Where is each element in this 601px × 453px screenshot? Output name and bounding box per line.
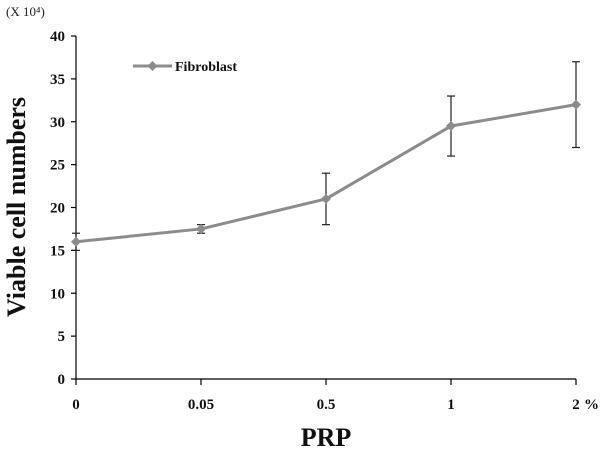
legend-marker: [147, 61, 158, 71]
x-tick-label: 0.5: [317, 397, 336, 413]
y-tick-label: 10: [50, 286, 65, 302]
x-tick-label: 0: [72, 397, 80, 413]
series-fibroblast: [71, 61, 581, 251]
data-point: [196, 223, 206, 234]
y-tick-label: 0: [58, 372, 66, 388]
y-tick-label: 30: [50, 115, 65, 131]
y-tick-label: 15: [50, 243, 65, 259]
y-axis-ticks: 0 5 10 15 20 25 30 35 40: [50, 29, 76, 388]
x-tick-label: 0.05: [188, 397, 214, 413]
y-tick-label: 5: [58, 329, 66, 345]
legend: Fibroblast: [133, 60, 237, 75]
x-unit-label: %: [584, 397, 599, 413]
legend-label: Fibroblast: [175, 60, 237, 75]
y-tick-label: 25: [50, 158, 65, 174]
x-tick-label: 1: [447, 397, 455, 413]
y-tick-label: 40: [50, 29, 65, 45]
x-axis-ticks: 0 0.05 0.5 1 2: [72, 379, 580, 413]
x-axis-title: PRP: [301, 423, 352, 452]
y-axis-title: Viable cell numbers: [2, 97, 31, 317]
data-point: [571, 99, 581, 110]
y-tick-label: 20: [50, 201, 65, 217]
data-point: [321, 193, 331, 204]
data-point: [446, 121, 456, 132]
y-tick-label: 35: [50, 72, 65, 88]
data-point: [71, 236, 81, 247]
y-unit-label: (X 10⁴): [6, 4, 45, 19]
x-tick-label: 2: [572, 397, 580, 413]
